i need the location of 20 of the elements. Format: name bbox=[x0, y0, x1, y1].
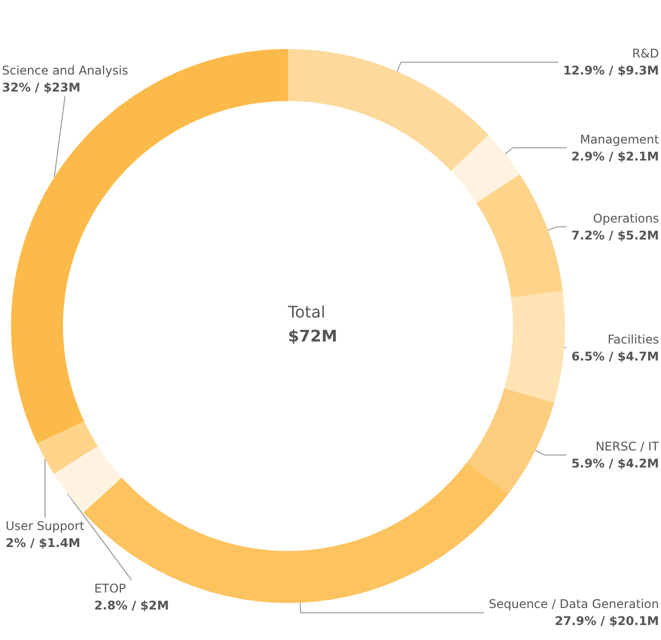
text: Total bbox=[286, 302, 326, 322]
slice-label: Sequence / Data Generation bbox=[488, 597, 659, 612]
slice-label: Science and Analysis bbox=[2, 63, 128, 78]
data-label: 6.5% / $4.7M bbox=[571, 350, 659, 364]
data-label: 2% / $1.4M bbox=[6, 536, 80, 550]
slice-label: Operations bbox=[593, 211, 659, 226]
slice-label: NERSC / IT bbox=[596, 439, 660, 454]
data-label: 12.9% / $9.3M bbox=[563, 64, 659, 78]
data-label: 32% / $23M bbox=[2, 80, 80, 94]
data-label: 27.9% / $20.1M bbox=[554, 614, 659, 628]
data-label: 5.9% / $4.2M bbox=[571, 456, 659, 470]
data-label: 2.8% / $2M bbox=[94, 598, 169, 613]
slice-label: Management bbox=[580, 132, 660, 146]
text: $72M bbox=[288, 326, 338, 346]
slice-label: ETOP bbox=[94, 582, 126, 596]
data-label: 2.9% / $2.1M bbox=[571, 149, 659, 164]
data-label: 7.2% / $5.2M bbox=[571, 228, 659, 242]
slice-label: User Support bbox=[6, 519, 85, 534]
slice-label: R&D bbox=[632, 46, 659, 61]
slice-label: Facilities bbox=[608, 332, 659, 347]
